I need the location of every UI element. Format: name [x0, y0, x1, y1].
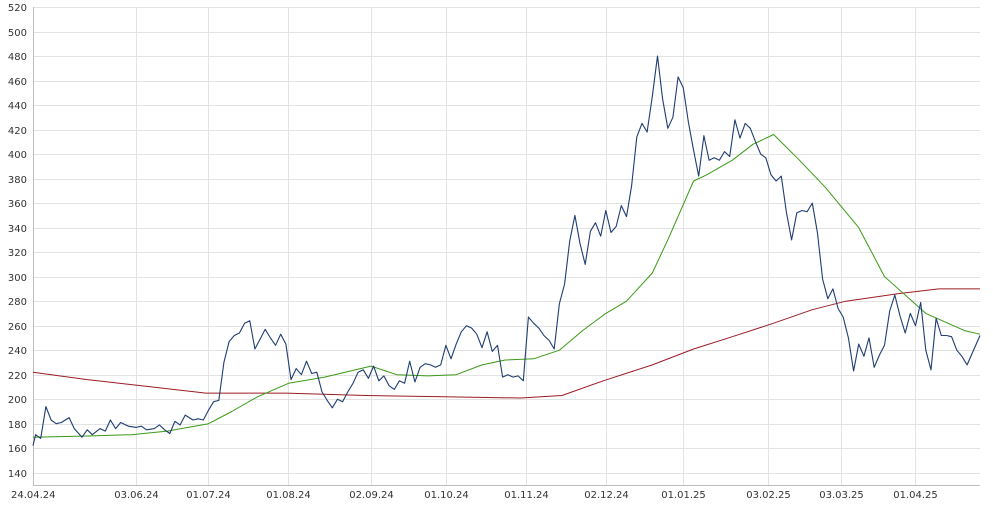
chart-grid	[33, 7, 980, 486]
y-tick-label: 160	[8, 444, 27, 455]
y-tick-label: 360	[8, 199, 27, 210]
y-tick-label: 180	[8, 420, 27, 431]
short-moving-average-line	[32, 134, 981, 438]
x-tick-label: 01.04.25	[893, 490, 938, 501]
y-tick-label: 220	[8, 371, 27, 382]
y-axis-labels: 140 160 180 200 220 240 260 280 300 320 340 360 380 4…	[8, 3, 27, 480]
y-tick-label: 400	[8, 150, 27, 161]
y-tick-label: 320	[8, 248, 27, 259]
x-tick-label: 01.07.24	[186, 490, 231, 501]
x-tick-label: 03.03.25	[819, 490, 864, 501]
y-tick-label: 340	[8, 224, 27, 235]
y-tick-label: 480	[8, 52, 27, 63]
y-tick-label: 440	[8, 101, 27, 112]
y-tick-label: 500	[8, 28, 27, 39]
x-tick-label: 02.12.24	[584, 490, 629, 501]
y-tick-label: 420	[8, 126, 27, 137]
y-tick-label: 300	[8, 273, 27, 284]
x-tick-label: 03.06.24	[114, 490, 159, 501]
x-tick-label: 03.02.25	[746, 490, 791, 501]
x-tick-label: 01.01.25	[661, 490, 706, 501]
x-tick-label: 01.11.24	[504, 490, 549, 501]
y-tick-label: 140	[8, 469, 27, 480]
y-tick-label: 280	[8, 297, 27, 308]
chart-series	[32, 55, 981, 446]
x-tick-label: 02.09.24	[349, 490, 394, 501]
x-tick-label: 01.08.24	[266, 490, 311, 501]
y-tick-label: 240	[8, 346, 27, 357]
long-moving-average-line	[32, 288, 980, 399]
y-tick-label: 200	[8, 395, 27, 406]
y-tick-label: 460	[8, 77, 27, 88]
price-line	[32, 55, 981, 446]
y-tick-label: 260	[8, 322, 27, 333]
y-tick-label: 380	[8, 175, 27, 186]
x-tick-label: 24.04.24	[11, 490, 56, 501]
y-tick-label: 520	[8, 3, 27, 14]
x-tick-label: 01.10.24	[424, 490, 469, 501]
x-axis-labels: 24.04.24 03.06.24 01.07.24 01.08.24 02.09.24…	[11, 490, 938, 501]
